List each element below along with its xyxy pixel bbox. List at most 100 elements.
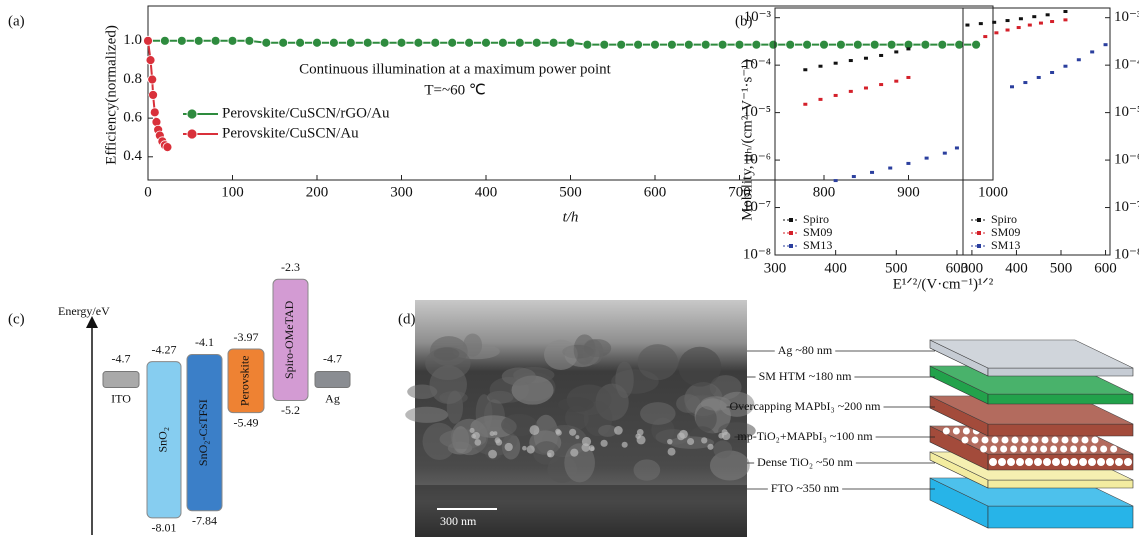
data-point <box>245 36 254 45</box>
data-point <box>1032 15 1036 18</box>
data-point <box>346 38 355 47</box>
data-point <box>667 40 676 49</box>
pore <box>1100 446 1107 453</box>
data-point <box>296 38 305 47</box>
pore <box>1070 458 1078 466</box>
y-axis-label: Mobility, μₕ/(cm²·V⁻¹·s⁻¹) <box>739 59 755 221</box>
sem-particle <box>473 432 480 439</box>
data-point <box>1037 76 1041 79</box>
data-point <box>583 40 592 49</box>
data-point <box>938 40 947 49</box>
y-tick-label: 1.0 <box>123 32 142 48</box>
sem-grain <box>405 407 448 423</box>
legend-marker <box>977 244 981 248</box>
plot-frame <box>148 6 993 180</box>
pore <box>1042 437 1049 444</box>
data-point <box>149 90 158 99</box>
sem-particle <box>474 439 481 446</box>
data-point <box>752 40 761 49</box>
x-tick-label: 1000 <box>978 184 1008 200</box>
axis-label: Energy/eV <box>58 304 110 318</box>
plot-frame <box>963 8 1110 255</box>
level-label: -4.7 <box>323 351 342 365</box>
sem-particle <box>687 438 694 445</box>
layer-front <box>988 394 1133 404</box>
data-point <box>397 38 406 47</box>
x-tick-label: 300 <box>390 184 413 200</box>
y-tick-label: 0.8 <box>123 71 142 87</box>
sem-grain <box>558 397 594 412</box>
legend-label: SM09 <box>991 225 1020 239</box>
data-point <box>148 75 157 84</box>
data-point <box>1063 65 1067 68</box>
data-point <box>150 108 159 117</box>
data-point <box>163 143 172 152</box>
pore <box>1070 446 1077 453</box>
sem-particle <box>622 442 628 448</box>
pore <box>980 446 987 453</box>
data-point <box>983 35 987 38</box>
data-point <box>144 36 153 45</box>
pore <box>1106 458 1114 466</box>
data-point <box>549 38 558 47</box>
annotation: Continuous illumination at a maximum pow… <box>299 61 611 77</box>
x-tick-label: 200 <box>306 184 329 200</box>
data-point <box>879 83 883 86</box>
data-point <box>849 59 853 62</box>
sem-particle <box>488 450 497 459</box>
data-point <box>498 38 507 47</box>
y-tick-label: 10⁻⁶ <box>1114 152 1139 168</box>
sem-particle <box>556 430 562 436</box>
pore <box>1022 437 1029 444</box>
energy-level <box>315 372 350 388</box>
data-point <box>1010 85 1014 88</box>
data-point <box>1039 22 1043 25</box>
level-label: -5.49 <box>234 415 259 429</box>
sem-grain <box>638 344 679 380</box>
pore <box>1002 437 1009 444</box>
legend-label: Perovskite/CuSCN/Au <box>222 125 359 141</box>
data-point <box>870 171 874 174</box>
pore <box>1061 458 1069 466</box>
data-point <box>925 157 929 160</box>
data-point <box>600 40 609 49</box>
data-point <box>1017 26 1021 29</box>
category-label: SnO₂ <box>156 427 170 453</box>
data-point <box>906 47 910 50</box>
data-point <box>834 62 838 65</box>
sem-substrate <box>415 485 747 537</box>
pore <box>963 428 970 435</box>
series-line <box>148 41 976 45</box>
panel-label: (c) <box>8 311 25 327</box>
data-point <box>617 40 626 49</box>
pore <box>1020 446 1027 453</box>
data-point <box>380 38 389 47</box>
x-tick-label: 400 <box>1005 260 1028 276</box>
level-label: -3.97 <box>234 330 259 344</box>
data-point <box>1023 81 1027 84</box>
layer-front <box>988 480 1133 488</box>
data-point <box>1006 29 1010 32</box>
pore <box>1012 437 1019 444</box>
pore <box>1030 446 1037 453</box>
pore <box>953 428 960 435</box>
legend-label: Perovskite/CuSCN/rGO/Au <box>222 105 390 121</box>
layer-label: Dense TiO₂ ~50 nm <box>757 455 853 469</box>
data-point <box>870 40 879 49</box>
x-tick-label: 900 <box>897 184 920 200</box>
data-point <box>448 38 457 47</box>
data-point <box>879 54 883 57</box>
data-point <box>786 40 795 49</box>
x-tick-label: 500 <box>1050 260 1073 276</box>
x-tick-label: 500 <box>885 260 908 276</box>
data-point <box>228 36 237 45</box>
data-point <box>906 76 910 79</box>
sem-particle <box>701 437 707 443</box>
data-point <box>818 98 822 101</box>
energy-level <box>103 372 139 388</box>
data-point <box>177 36 186 45</box>
data-point <box>684 40 693 49</box>
data-point <box>906 162 910 165</box>
level-label: -4.7 <box>112 351 131 365</box>
data-point <box>965 24 969 27</box>
